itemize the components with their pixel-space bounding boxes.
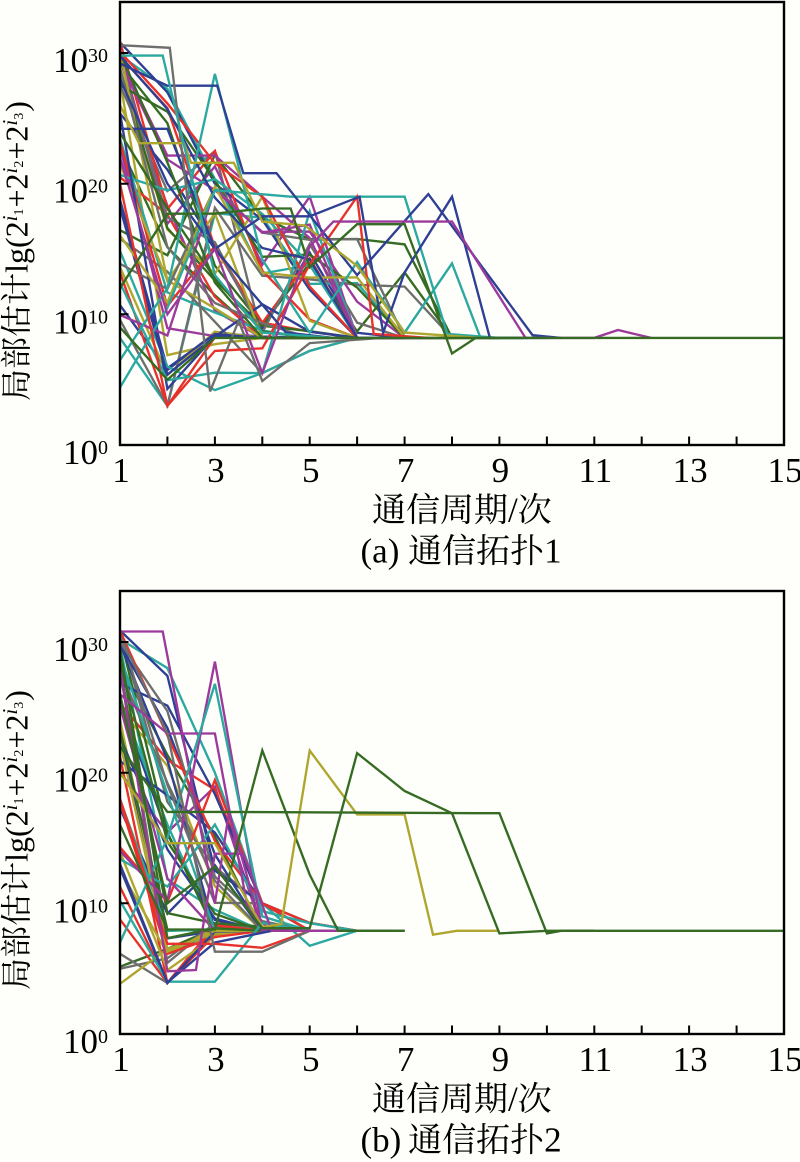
svg-text:2: 2 [0,174,35,190]
svg-text:13: 13 [673,1040,708,1079]
svg-text:9: 9 [492,451,510,490]
svg-text:/: / [508,491,518,530]
svg-text:(a): (a) [361,532,409,571]
svg-text:5: 5 [302,1040,320,1079]
svg-text:i: i [0,709,22,715]
svg-text:2: 2 [0,221,35,237]
svg-text:1: 1 [544,532,562,571]
svg-text:1: 1 [112,1040,130,1079]
svg-text:2: 2 [12,750,27,757]
svg-text:): ) [0,101,35,112]
svg-text:i: i [0,120,22,126]
svg-text:(b): (b) [361,1121,411,1160]
svg-text:2: 2 [0,715,35,731]
svg-text:7: 7 [397,1040,415,1079]
svg-text:+: + [0,189,35,207]
svg-text:1: 1 [112,451,130,490]
svg-text:): ) [0,690,35,701]
svg-text:11: 11 [578,451,612,490]
svg-text:i: i [0,757,22,763]
svg-text:i: i [0,804,22,810]
svg-text:1: 1 [12,209,27,216]
svg-text:100: 100 [63,1022,108,1061]
svg-text:2: 2 [544,1121,562,1160]
svg-text:9: 9 [492,1040,510,1079]
svg-text:3: 3 [12,113,27,120]
svg-text:i: i [0,168,22,174]
svg-text:lg(: lg( [0,826,35,862]
svg-text:15: 15 [768,1040,800,1079]
svg-text:1010: 1010 [53,891,108,930]
svg-text:3: 3 [12,702,27,709]
svg-text:3: 3 [207,451,225,490]
svg-text:+: + [0,142,35,160]
svg-text:2: 2 [0,810,35,826]
svg-text:+: + [0,778,35,796]
svg-text:i: i [0,215,22,221]
svg-text:+: + [0,731,35,749]
svg-text:/: / [508,1080,518,1119]
svg-text:2: 2 [0,763,35,779]
svg-text:7: 7 [397,451,415,490]
svg-text:15: 15 [768,451,800,490]
svg-text:5: 5 [302,451,320,490]
svg-text:13: 13 [673,451,708,490]
svg-text:1: 1 [12,798,27,805]
svg-text:3: 3 [207,1040,225,1079]
svg-text:lg(: lg( [0,237,35,273]
svg-text:11: 11 [578,1040,612,1079]
svg-text:2: 2 [0,126,35,142]
svg-text:2: 2 [12,161,27,168]
